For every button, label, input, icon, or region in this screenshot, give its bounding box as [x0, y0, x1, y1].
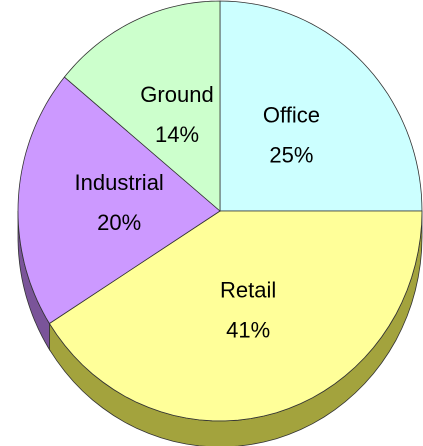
- slice-value-label: 20%: [97, 210, 141, 235]
- slice-value-label: 25%: [269, 143, 313, 168]
- pie-slice: [219, 0, 423, 212]
- pie-slice: [48, 210, 423, 422]
- slice-label: Ground: [140, 82, 213, 107]
- slice-value-label: 41%: [226, 318, 270, 343]
- pie-slice: [17, 76, 221, 325]
- slice-label: Retail: [220, 278, 276, 303]
- slice-label: Office: [263, 103, 320, 128]
- slice-value-label: 14%: [155, 122, 199, 147]
- slice-label: Industrial: [75, 170, 164, 195]
- pie-slice: [63, 0, 221, 212]
